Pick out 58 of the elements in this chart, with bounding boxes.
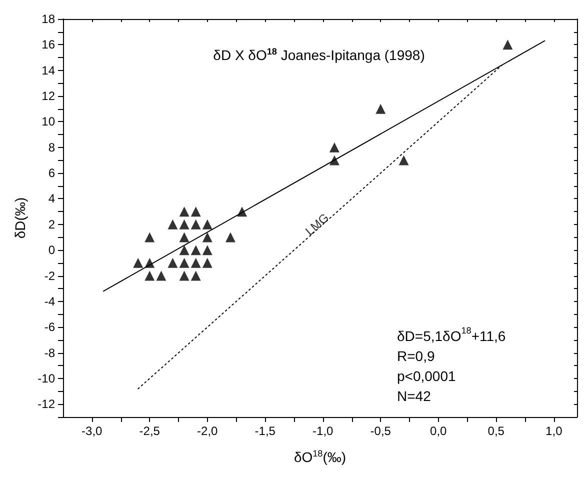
point (190, 258, 201, 268)
x-tick-label: 1,0 (546, 424, 563, 438)
point (144, 270, 155, 281)
point (179, 219, 190, 230)
y-tick-label: 12 (42, 89, 56, 104)
point (133, 258, 144, 268)
point (237, 206, 248, 217)
point (144, 232, 155, 242)
point (190, 245, 201, 256)
y-tick-label: 10 (42, 114, 56, 129)
y-tick-label: 2 (48, 217, 56, 232)
annotation: R=0,9 (397, 348, 435, 364)
y-tick-label: -10 (38, 371, 56, 386)
y-tick-label: 8 (48, 140, 56, 154)
y-tick-label: 4 (48, 192, 56, 206)
y-tick-label: -8 (44, 346, 56, 360)
x-tick-label: -1,5 (254, 424, 276, 438)
point (179, 245, 190, 256)
x-tick-label: 0,5 (488, 424, 505, 438)
x-tick-label: -3,0 (82, 424, 103, 438)
point (168, 219, 178, 230)
point (179, 206, 190, 217)
y-tick-label: 0 (48, 243, 56, 258)
y-tick-label: 18 (42, 12, 56, 26)
point (329, 142, 340, 152)
x-tick-label: 0,0 (430, 424, 448, 438)
point (202, 219, 212, 230)
point (376, 104, 386, 114)
y-tick-label: -6 (44, 320, 56, 334)
x-tick-label: -2,5 (139, 424, 160, 438)
point (168, 258, 178, 268)
point (179, 270, 190, 281)
point (179, 258, 190, 268)
y-tick-label: 14 (42, 63, 56, 78)
point (179, 232, 190, 242)
y-tick-label: 6 (48, 166, 56, 180)
annotation: N=42 (397, 388, 432, 404)
point (225, 232, 236, 242)
point (190, 206, 201, 217)
point (329, 155, 340, 166)
point (202, 232, 212, 242)
point (202, 258, 212, 268)
point (202, 245, 212, 256)
y-tick-label: -4 (44, 294, 56, 308)
x-tick-label: -1,0 (312, 424, 334, 438)
point (144, 258, 155, 268)
x-tick-label: -0,5 (370, 424, 392, 438)
point (190, 219, 201, 230)
y-tick-label: -2 (44, 268, 56, 283)
point (398, 155, 409, 166)
x-tick-label: -2,0 (197, 424, 218, 438)
y-axis-title: δD(‰) (12, 197, 28, 239)
point (190, 270, 201, 281)
y-tick-label: -12 (38, 397, 56, 412)
y-tick-label: 16 (42, 38, 56, 52)
point (502, 40, 513, 50)
point (156, 270, 166, 281)
annotation: p<0,0001 (397, 368, 456, 384)
